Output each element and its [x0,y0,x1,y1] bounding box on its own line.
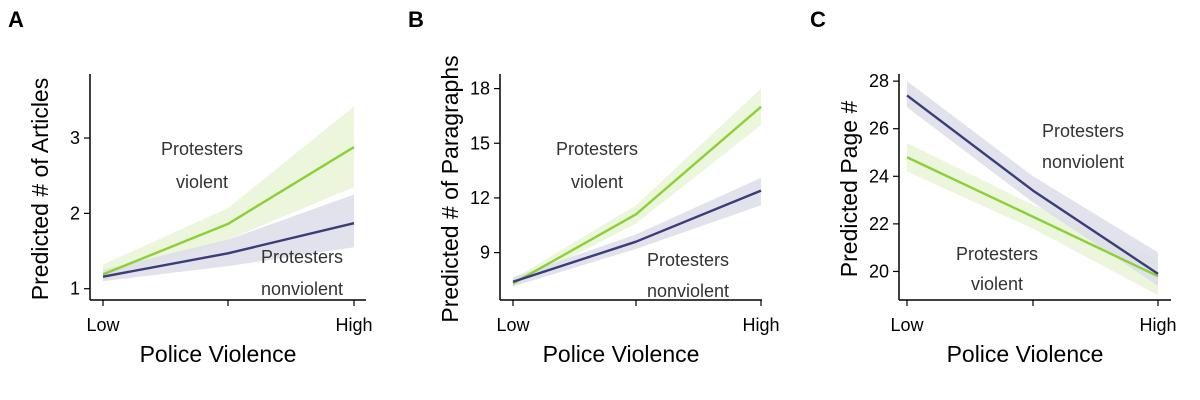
y-tick-label: 22 [869,214,889,234]
series-line-violent [102,146,355,276]
panel-label: B [408,7,424,32]
x-tick-label: High [1139,315,1176,335]
panel-label: C [810,7,826,32]
series-line-nonviolent [512,189,762,283]
confidence-band-nonviolent [907,81,1158,286]
series-line-nonviolent [906,94,1159,275]
panel-b: B 9 12 15 18 Low High Police Violence Predicted … [408,7,780,367]
confidence-band-violent [907,142,1158,296]
y-axis-title: Predicted # of Paragraphs [437,55,463,322]
series-annotation-line2: nonviolent [647,281,729,301]
series-annotation-line1: Protesters [161,139,243,159]
series-annotation-line2: violent [176,172,228,192]
series-annotation-line1: Protesters [261,247,343,267]
series-annotation-line2: violent [571,172,623,192]
y-tick-label: 26 [869,119,889,139]
series-annotation-line1: Protesters [647,250,729,270]
confidence-band-violent [103,106,354,282]
y-tick-label: 1 [70,279,80,299]
panel-label: A [8,7,24,32]
series-line-nonviolent [102,221,355,278]
confidence-band-nonviolent [103,194,354,282]
x-tick-label: High [335,315,372,335]
y-tick-label: 12 [470,188,490,208]
x-axis-title: Police Violence [543,341,700,367]
y-tick-label: 18 [470,79,490,99]
x-axis-title: Police Violence [140,341,297,367]
y-tick-label: 9 [480,243,490,263]
series-annotation-line1: Protesters [556,139,638,159]
y-tick-label: 20 [869,261,889,281]
series-annotation-line1: Protesters [1042,121,1124,141]
series-line-violent [512,105,762,285]
series-annotation-line1: Protesters [956,244,1038,264]
y-tick-label: 3 [70,128,80,148]
y-axis-title: Predicted # of Articles [27,78,53,300]
series-annotation-line2: nonviolent [1042,152,1124,172]
x-tick-label: Low [890,315,924,335]
y-axis-title: Predicted Page # [836,101,862,278]
confidence-band-nonviolent [513,177,761,287]
series-annotation-line2: nonviolent [261,279,343,299]
x-tick-label: High [742,315,779,335]
panel-a: A 1 2 3 Low High Police Violence Predicted # of… [8,7,373,367]
x-tick-label: Low [496,315,530,335]
series-annotation-line2: violent [971,274,1023,294]
x-axis-title: Police Violence [947,341,1104,367]
panel-c: C 20 22 24 26 28 Low High Police Violence Predict… [810,7,1177,367]
y-tick-label: 2 [70,203,80,223]
x-tick-label: Low [86,315,120,335]
y-tick-label: 28 [869,71,889,91]
confidence-band-violent [513,88,761,288]
y-tick-label: 15 [470,133,490,153]
series-line-violent [906,156,1159,278]
y-tick-label: 24 [869,166,889,186]
